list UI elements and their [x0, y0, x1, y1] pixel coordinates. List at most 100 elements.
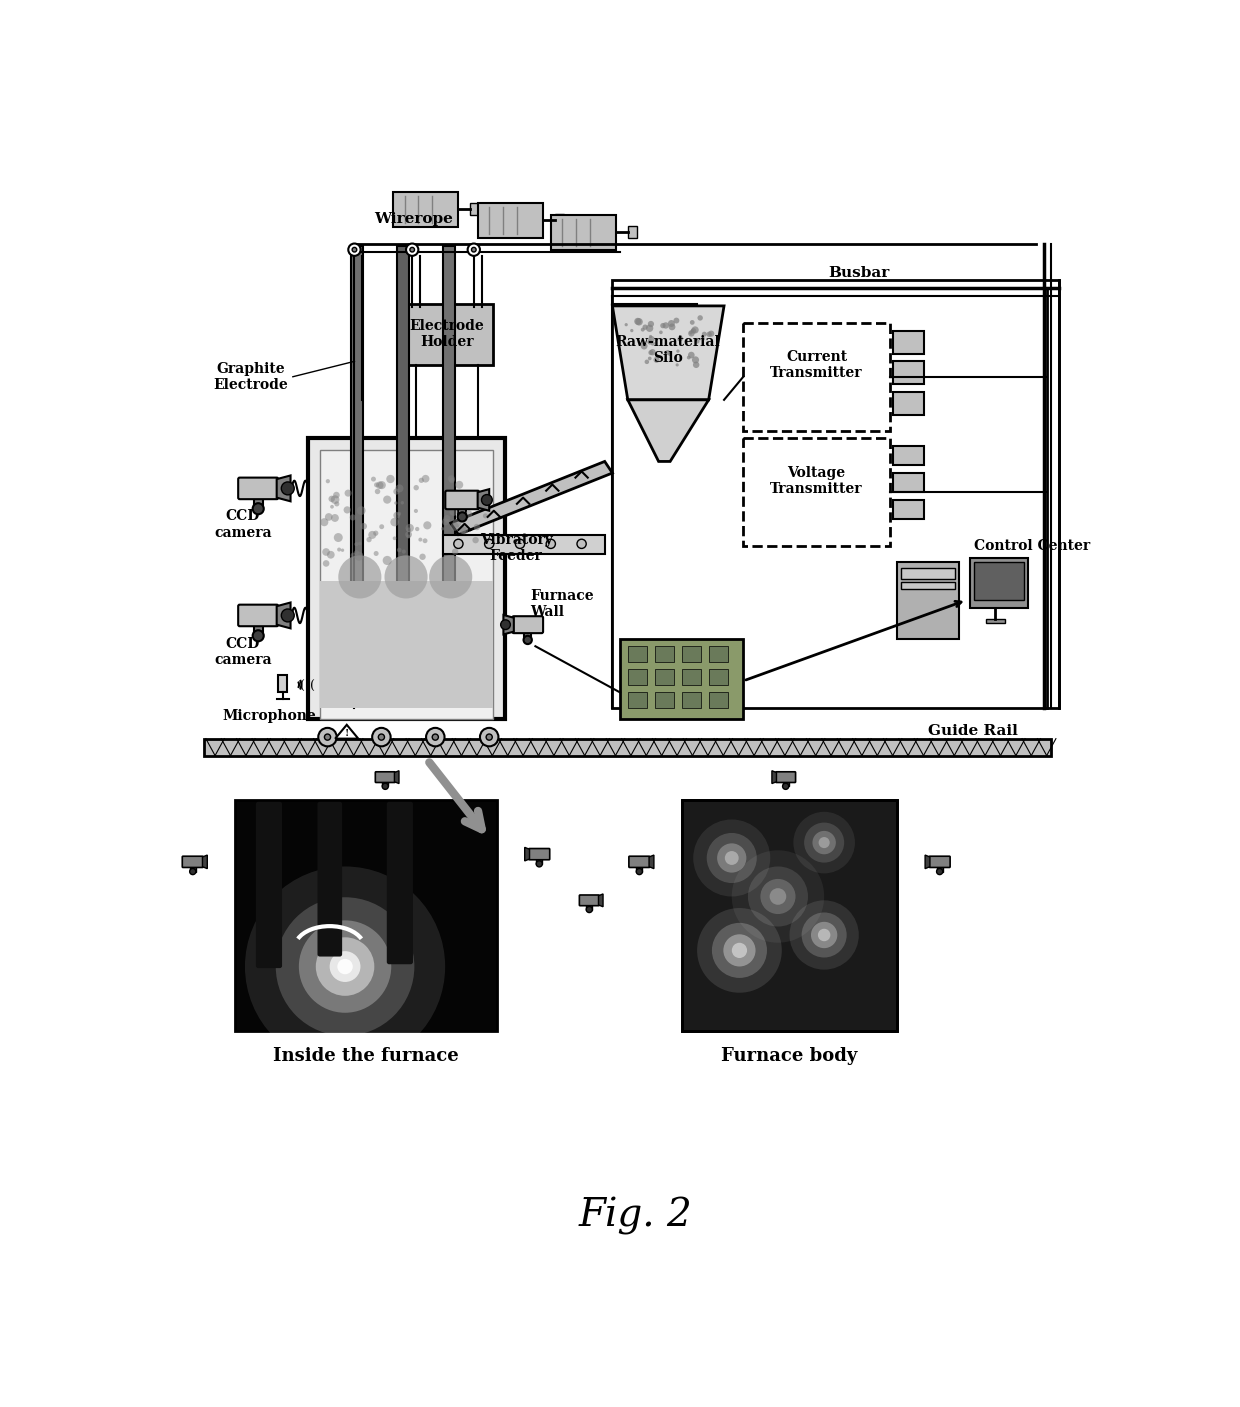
Circle shape — [330, 951, 361, 982]
Bar — [320, 581, 494, 708]
Circle shape — [373, 530, 378, 536]
Circle shape — [458, 512, 467, 522]
Circle shape — [818, 837, 830, 848]
FancyBboxPatch shape — [929, 857, 950, 868]
Circle shape — [450, 522, 459, 530]
Circle shape — [351, 553, 356, 559]
Circle shape — [651, 342, 655, 346]
Circle shape — [339, 556, 382, 598]
Circle shape — [717, 843, 746, 872]
Circle shape — [378, 481, 386, 490]
Circle shape — [665, 350, 670, 355]
Circle shape — [383, 556, 392, 566]
Circle shape — [423, 521, 432, 529]
Circle shape — [402, 550, 405, 554]
Circle shape — [407, 528, 410, 532]
Circle shape — [702, 336, 706, 340]
Bar — [936, 867, 942, 871]
Circle shape — [660, 331, 662, 333]
Circle shape — [361, 523, 367, 529]
Circle shape — [692, 326, 698, 333]
Circle shape — [647, 356, 651, 360]
Circle shape — [419, 553, 425, 560]
Circle shape — [691, 329, 694, 332]
Circle shape — [801, 913, 847, 958]
Circle shape — [696, 339, 699, 343]
Circle shape — [299, 920, 392, 1013]
Circle shape — [818, 929, 831, 941]
Polygon shape — [443, 535, 605, 554]
Bar — [397, 246, 409, 630]
FancyBboxPatch shape — [238, 605, 278, 626]
Circle shape — [441, 528, 444, 530]
Bar — [636, 867, 642, 871]
Circle shape — [660, 324, 666, 328]
Circle shape — [587, 906, 593, 913]
Circle shape — [697, 315, 703, 321]
Bar — [743, 439, 889, 546]
FancyBboxPatch shape — [238, 477, 278, 499]
Circle shape — [334, 492, 340, 498]
Circle shape — [326, 480, 330, 484]
Circle shape — [811, 922, 837, 948]
Bar — [627, 670, 647, 685]
Circle shape — [352, 248, 357, 252]
Circle shape — [697, 908, 781, 993]
Circle shape — [350, 515, 356, 521]
Polygon shape — [627, 400, 708, 461]
Circle shape — [401, 501, 404, 505]
Circle shape — [345, 490, 352, 497]
Circle shape — [676, 349, 680, 353]
Bar — [682, 801, 898, 1031]
Bar — [587, 905, 593, 909]
Polygon shape — [649, 855, 653, 868]
Bar — [894, 473, 924, 492]
Circle shape — [427, 727, 444, 746]
Circle shape — [190, 868, 196, 875]
Circle shape — [246, 867, 445, 1067]
Circle shape — [641, 343, 647, 349]
Circle shape — [485, 539, 494, 549]
Circle shape — [646, 325, 653, 332]
Circle shape — [253, 630, 264, 642]
Circle shape — [471, 248, 476, 252]
Circle shape — [673, 318, 680, 324]
Bar — [743, 322, 889, 431]
Text: Guide Rail: Guide Rail — [928, 725, 1018, 737]
Text: !: ! — [345, 729, 348, 737]
Polygon shape — [450, 461, 613, 535]
Circle shape — [702, 332, 707, 336]
Polygon shape — [277, 602, 290, 629]
Circle shape — [405, 530, 412, 537]
Circle shape — [668, 352, 672, 356]
Circle shape — [688, 352, 694, 359]
FancyBboxPatch shape — [255, 802, 281, 968]
Circle shape — [379, 525, 384, 529]
Circle shape — [480, 727, 498, 746]
Circle shape — [723, 934, 755, 967]
Bar — [551, 215, 616, 249]
Circle shape — [448, 476, 455, 483]
Bar — [655, 692, 675, 708]
Polygon shape — [525, 847, 529, 861]
Circle shape — [444, 515, 450, 522]
Bar — [278, 675, 288, 692]
Circle shape — [794, 812, 854, 874]
Circle shape — [486, 734, 492, 740]
Circle shape — [327, 552, 335, 559]
Circle shape — [331, 514, 339, 522]
Circle shape — [367, 537, 372, 542]
Bar — [655, 670, 675, 685]
Circle shape — [449, 508, 458, 516]
Bar — [554, 214, 564, 227]
Circle shape — [474, 523, 480, 530]
Text: CCD
camera: CCD camera — [215, 509, 272, 540]
Text: Graphite
Electrode: Graphite Electrode — [213, 362, 288, 391]
Bar — [620, 639, 743, 719]
Circle shape — [693, 362, 699, 369]
Polygon shape — [599, 893, 603, 906]
Bar — [682, 801, 898, 1031]
Circle shape — [397, 547, 402, 553]
Circle shape — [387, 474, 394, 483]
Circle shape — [451, 549, 459, 554]
